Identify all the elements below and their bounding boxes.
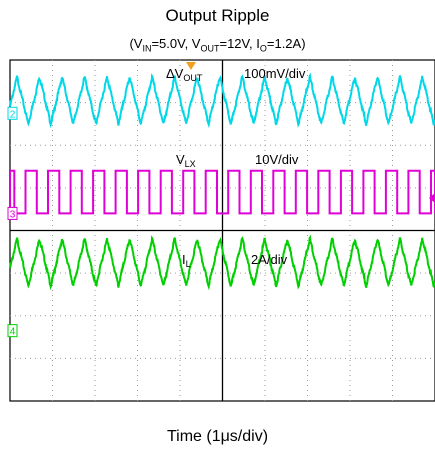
trigger-level-marker xyxy=(429,193,435,203)
vout-subscript: OUT xyxy=(200,43,220,54)
trace-channel-2 xyxy=(9,72,435,129)
channel-marker-2 xyxy=(7,106,18,120)
trace-channel-3 xyxy=(9,169,435,215)
scope-traces xyxy=(9,72,435,291)
chart-title: Output Ripple xyxy=(165,6,270,25)
channel-scale-4: 2A/div xyxy=(251,252,288,267)
scope-labels: 2 ΔVOUT 100mV/div 3 VLX 10V/div 4 IL 2A/div xyxy=(7,62,435,338)
chart-subtitle: (VIN=5.0V, VOUT=12V, IO=1.2A) xyxy=(129,36,306,54)
channel-scale-2: 100mV/div xyxy=(244,66,306,81)
trigger-position-marker xyxy=(186,62,196,70)
channel-name-2: ΔVOUT xyxy=(166,66,203,83)
vin-subscript: IN xyxy=(142,43,152,54)
trace-channel-4 xyxy=(9,234,435,291)
channel-marker-4 xyxy=(7,324,18,338)
channel-scale-3: 10V/div xyxy=(255,152,299,167)
channel-name-3: VLX xyxy=(176,152,196,169)
x-axis-label: Time (1μs/div) xyxy=(166,428,269,445)
scope-grid xyxy=(9,59,435,402)
channel-number-2: 2 xyxy=(10,109,16,120)
channel-number-3: 3 xyxy=(10,209,16,220)
channel-number-4: 4 xyxy=(10,327,16,338)
channel-marker-3 xyxy=(7,206,18,220)
channel-name-4: IL xyxy=(182,252,191,269)
io-subscript: O xyxy=(259,43,267,54)
